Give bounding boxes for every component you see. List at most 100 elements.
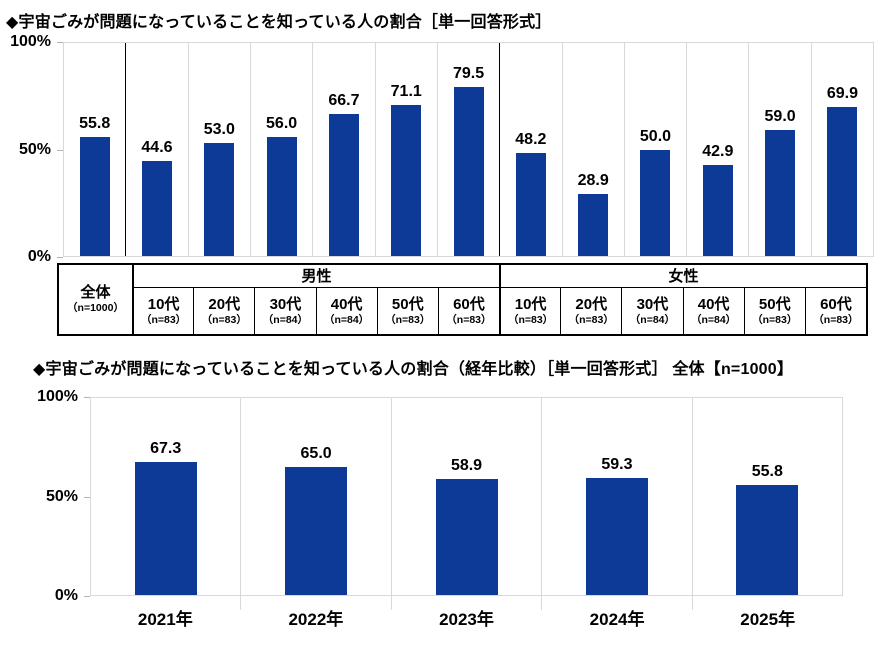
chart1-bar	[204, 143, 235, 256]
chart1-column: 69.9	[812, 43, 873, 256]
table-age-label: 20代	[208, 295, 241, 313]
chart2-bar-value-label: 65.0	[300, 444, 332, 462]
table-total-label: 全体	[80, 284, 111, 301]
chart1-bar-value-label: 53.0	[203, 121, 235, 139]
table-age-label: 40代	[697, 295, 730, 313]
table-age-cell: 50代 （n=83）	[376, 287, 438, 334]
table-total-n: （n=1000）	[67, 302, 124, 314]
chart1-column: 48.2	[500, 43, 563, 256]
table-group-header: 男性	[132, 265, 499, 287]
table-age-cell: 40代 （n=84）	[682, 287, 744, 334]
table-age-label: 30代	[636, 295, 669, 313]
table-age-cell: 10代 （n=83）	[499, 287, 561, 334]
table-age-cell: 30代 （n=84）	[254, 287, 316, 334]
chart1-column: 50.0	[625, 43, 688, 256]
chart1-bar	[328, 113, 359, 256]
table-age-label: 30代	[269, 295, 302, 313]
chart2-x-label: 2022年	[240, 596, 392, 629]
chart2-plot-area: 67.3 65.0 58.9 59.3 55.8	[90, 397, 843, 596]
chart1-column: 42.9	[687, 43, 750, 256]
table-age-n: （n=83）	[813, 313, 859, 326]
table-age-n: （n=83）	[507, 313, 554, 326]
chart1-bar-value-label: 59.0	[764, 108, 796, 126]
chart1-ytick-label: 100%	[10, 33, 51, 50]
table-age-n: （n=83）	[446, 313, 492, 326]
chart1-bar	[391, 104, 422, 256]
chart1-column: 28.9	[563, 43, 625, 256]
chart1-bar	[266, 136, 297, 256]
chart2-x-axis: 2021年 2022年 2023年 2024年 2025年	[90, 596, 843, 629]
chart1-column: 71.1	[376, 43, 438, 256]
chart1-column: 44.6	[126, 43, 189, 256]
chart1-title: ◆宇宙ごみが問題になっていることを知っている人の割合［単一回答形式］	[6, 14, 552, 31]
chart1-bar	[765, 130, 796, 256]
table-age-cell: 20代 （n=83）	[193, 287, 255, 334]
chart2-x-label: 2025年	[691, 596, 843, 629]
chart2-column: 59.3	[542, 398, 693, 595]
table-age-cell: 10代 （n=83）	[132, 287, 194, 334]
chart1-tick-mark	[57, 149, 63, 151]
table-total-cell: 全体 （n=1000）	[59, 265, 132, 334]
table-age-n: （n=84）	[690, 313, 737, 326]
table-age-cell: 50代 （n=83）	[743, 287, 805, 334]
chart1-bar	[79, 137, 110, 256]
chart1-column: 79.5	[438, 43, 501, 256]
chart2-bar	[736, 485, 799, 595]
chart1-bar-value-label: 42.9	[702, 142, 734, 160]
table-age-cell: 20代 （n=83）	[560, 287, 622, 334]
chart1-bar-value-label: 44.6	[141, 139, 173, 157]
chart2-column: 65.0	[241, 398, 392, 595]
chart2-bar-value-label: 55.8	[751, 463, 783, 481]
table-age-label: 20代	[575, 295, 608, 313]
chart2-ytick-label: 100%	[37, 388, 78, 405]
table-age-label: 60代	[453, 295, 485, 313]
table-age-label: 50代	[758, 295, 791, 313]
chart1-tick-mark	[57, 257, 63, 258]
chart1-bar-value-label: 55.8	[79, 115, 111, 133]
chart1-column: 56.0	[251, 43, 314, 256]
chart1-bar	[640, 149, 671, 256]
table-age-n: （n=83）	[201, 313, 247, 326]
chart1-category-table: 全体 （n=1000） 男性 10代 （n=83） 20代 （n=83） 30代 （n=84） 4…	[57, 263, 868, 336]
table-age-n: （n=83）	[752, 313, 798, 326]
chart2-bar	[585, 478, 648, 595]
chart1-plot-area: 55.8 44.6 53.0 56.0 66.7 71.1 79.5 48.2 28.9 50.0…	[63, 42, 874, 257]
chart1-bar	[141, 161, 172, 256]
chart1-bar-value-label: 69.9	[826, 85, 858, 103]
table-age-label: 60代	[820, 295, 852, 313]
chart2-y-axis: 100% 50% 0%	[0, 388, 90, 604]
chart2-bar-value-label: 59.3	[601, 456, 633, 474]
chart2-column: 55.8	[693, 398, 842, 595]
chart2-bar-value-label: 67.3	[150, 440, 182, 458]
chart1-ytick-label: 50%	[18, 140, 51, 158]
chart1-tick-mark	[57, 42, 63, 43]
chart1-y-axis: 100% 50% 0%	[0, 33, 63, 265]
table-age-label: 50代	[391, 295, 424, 313]
table-age-cell: 40代 （n=84）	[315, 287, 377, 334]
chart1-bar-value-label: 48.2	[515, 131, 547, 149]
chart2-x-label: 2021年	[137, 610, 193, 629]
chart1-column: 59.0	[749, 43, 812, 256]
chart2-title: ◆宇宙ごみが問題になっていることを知っている人の割合（経年比較）［単一回答形式］…	[33, 361, 794, 378]
table-age-label: 40代	[330, 295, 363, 313]
chart2-column: 58.9	[392, 398, 543, 595]
chart1-bar-value-label: 28.9	[577, 172, 609, 190]
table-age-n: （n=83）	[568, 313, 614, 326]
chart2-x-label: 2023年	[390, 596, 542, 629]
table-age-n: （n=84）	[262, 313, 309, 326]
table-age-cell: 60代 （n=83）	[804, 287, 866, 334]
chart1-bar-value-label: 66.7	[328, 91, 360, 109]
chart2-bar	[134, 462, 197, 595]
chart1-bar-value-label: 56.0	[266, 114, 298, 132]
chart1-column: 55.8	[64, 43, 127, 256]
chart1-bar-value-label: 71.1	[390, 82, 422, 100]
chart1-column: 66.7	[313, 43, 376, 256]
chart1-bar-value-label: 50.0	[639, 127, 672, 145]
chart2-column: 67.3	[91, 398, 242, 595]
chart1-column: 53.0	[189, 43, 251, 256]
table-age-label: 10代	[514, 295, 547, 313]
chart1-bar-value-label: 79.5	[452, 64, 485, 82]
table-age-label: 10代	[147, 295, 180, 313]
chart2-tick-mark	[84, 397, 90, 398]
chart1-bar	[827, 107, 858, 256]
